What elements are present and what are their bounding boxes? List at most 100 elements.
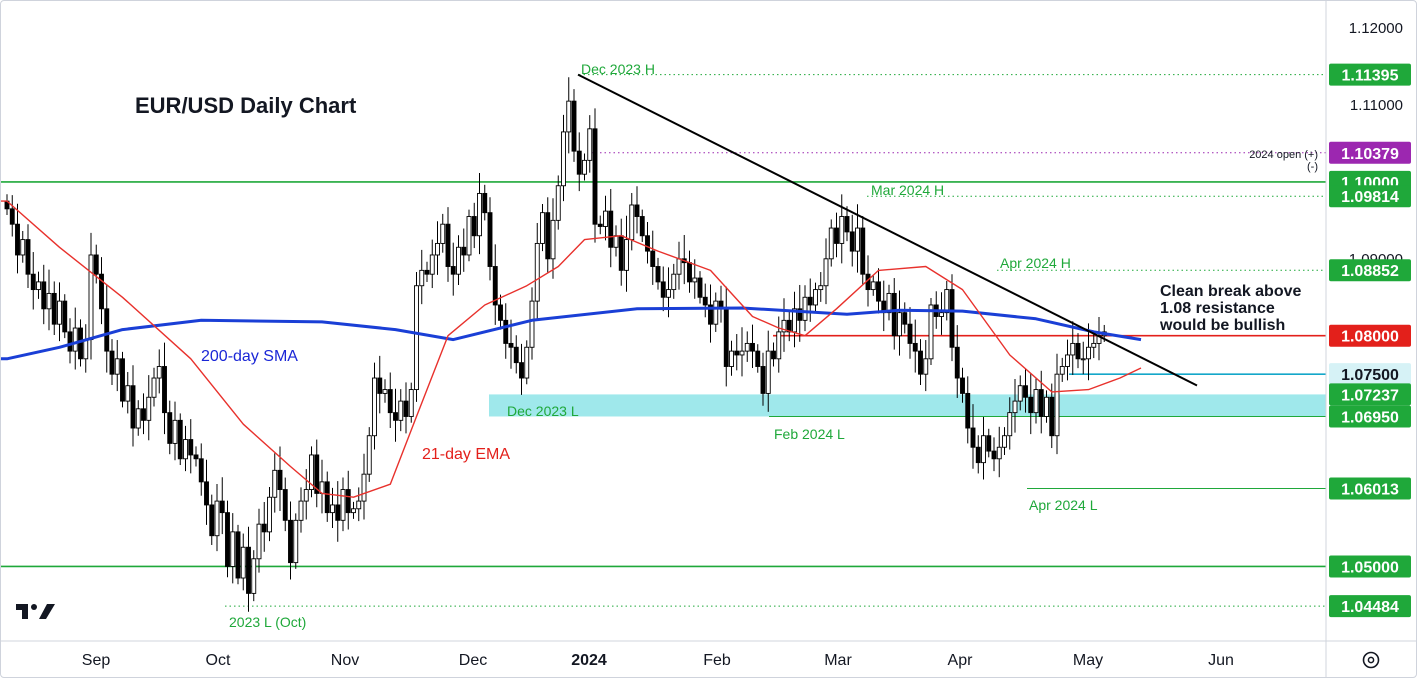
candle (907, 307, 913, 359)
candle (398, 389, 404, 432)
price-badge-1.07500[interactable]: 1.07500 (1329, 363, 1411, 386)
candle (639, 209, 645, 242)
candle (146, 375, 152, 441)
candle-body (918, 350, 923, 375)
candle (1059, 357, 1065, 382)
candle (839, 194, 845, 264)
candle-body (545, 212, 551, 260)
candle (513, 335, 519, 374)
candle (440, 213, 446, 253)
price-badge-1.08000[interactable]: 1.08000 (1329, 324, 1411, 347)
candle-body (120, 358, 125, 402)
candle-body (1023, 385, 1028, 398)
candle-body (398, 400, 404, 421)
candle-body (624, 239, 629, 271)
candle-body (645, 235, 650, 252)
settings-gear-icon[interactable] (1362, 651, 1380, 669)
candle (597, 215, 603, 235)
candle (844, 206, 850, 242)
candle (807, 278, 813, 322)
candle (545, 197, 551, 273)
candle-body (540, 212, 545, 244)
gear-outer (1362, 651, 1380, 669)
price-badge-1.07237[interactable]: 1.07237 (1329, 383, 1411, 406)
candle (1075, 333, 1081, 369)
candle-body (78, 327, 83, 360)
candle-body (923, 358, 929, 375)
candle-body (377, 377, 383, 394)
candle-body (587, 128, 593, 161)
candle-body (655, 266, 661, 283)
candle (382, 379, 388, 403)
candle (771, 342, 776, 367)
candle (587, 115, 593, 173)
note-line: 1.08 resistance (1160, 300, 1275, 317)
candle-body (755, 350, 761, 367)
candle-body (639, 216, 645, 237)
note-line: Clean break above (1160, 283, 1302, 300)
candle-body (1007, 412, 1013, 437)
candle (550, 198, 556, 279)
candle-body (435, 242, 440, 256)
candle (954, 325, 960, 398)
candle-body (1059, 366, 1065, 375)
candle-body (739, 350, 745, 356)
candle-body (366, 435, 372, 475)
tradingview-logo (16, 604, 55, 619)
candle-body (618, 235, 624, 271)
price-badge-1.11395[interactable]: 1.11395 (1329, 63, 1411, 86)
candle-body (508, 342, 514, 348)
candle (167, 400, 173, 455)
candle-body (125, 385, 131, 402)
candle-body (372, 377, 377, 437)
candle-body (965, 392, 971, 429)
candle (408, 382, 414, 423)
candle (151, 367, 157, 407)
candle (1054, 353, 1060, 455)
candle (823, 238, 829, 305)
price-badge-1.06950[interactable]: 1.06950 (1329, 405, 1411, 428)
price-badge-1.04484[interactable]: 1.04484 (1329, 595, 1411, 618)
candle (15, 203, 20, 274)
candle-body (781, 319, 787, 333)
candle-body (939, 312, 944, 317)
candle-body (687, 262, 692, 283)
candle (1049, 383, 1055, 449)
candle (104, 284, 110, 373)
candle-body (1080, 358, 1086, 361)
candle-body (309, 454, 314, 491)
candle-body (324, 481, 330, 514)
candle (461, 228, 467, 272)
candle (723, 286, 729, 387)
candle-body (797, 308, 803, 321)
candle-body (666, 289, 671, 298)
candle-body (954, 346, 960, 379)
label-2024-open: 2024 open (+) (1249, 149, 1318, 161)
candle (177, 413, 183, 466)
price-badge-1.08852[interactable]: 1.08852 (1329, 259, 1411, 282)
price-badge-1.09814[interactable]: 1.09814 (1329, 185, 1411, 208)
candle (403, 382, 409, 434)
candle-body (235, 531, 241, 579)
candle (540, 204, 545, 252)
price-badge-1.05000[interactable]: 1.05000 (1329, 555, 1411, 578)
price-badge-1.10379[interactable]: 1.10379 (1329, 141, 1411, 164)
candle (928, 298, 934, 366)
candle (708, 284, 713, 343)
candle (282, 477, 288, 532)
candle-body (844, 216, 850, 233)
candle (860, 216, 866, 285)
price-badge-label: 1.04484 (1341, 599, 1399, 616)
candle-body (996, 446, 1002, 460)
price-badge-1.06013[interactable]: 1.06013 (1329, 477, 1411, 500)
candle (204, 459, 209, 525)
price-badge-label: 1.09814 (1341, 189, 1399, 206)
candle (272, 453, 278, 513)
candle (1044, 390, 1049, 423)
candle-body (760, 366, 766, 394)
candle (1012, 378, 1018, 433)
candle (466, 209, 472, 262)
candle-body (314, 454, 320, 494)
candle-body (141, 408, 146, 421)
